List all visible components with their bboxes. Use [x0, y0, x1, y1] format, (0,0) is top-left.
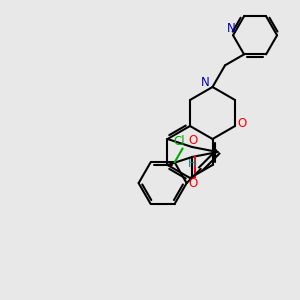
Text: Cl: Cl — [174, 135, 185, 148]
Text: N: N — [227, 22, 236, 35]
Text: O: O — [189, 178, 198, 190]
Text: N: N — [201, 76, 210, 89]
Text: O: O — [189, 134, 198, 146]
Text: O: O — [237, 118, 247, 130]
Text: H: H — [188, 159, 196, 169]
